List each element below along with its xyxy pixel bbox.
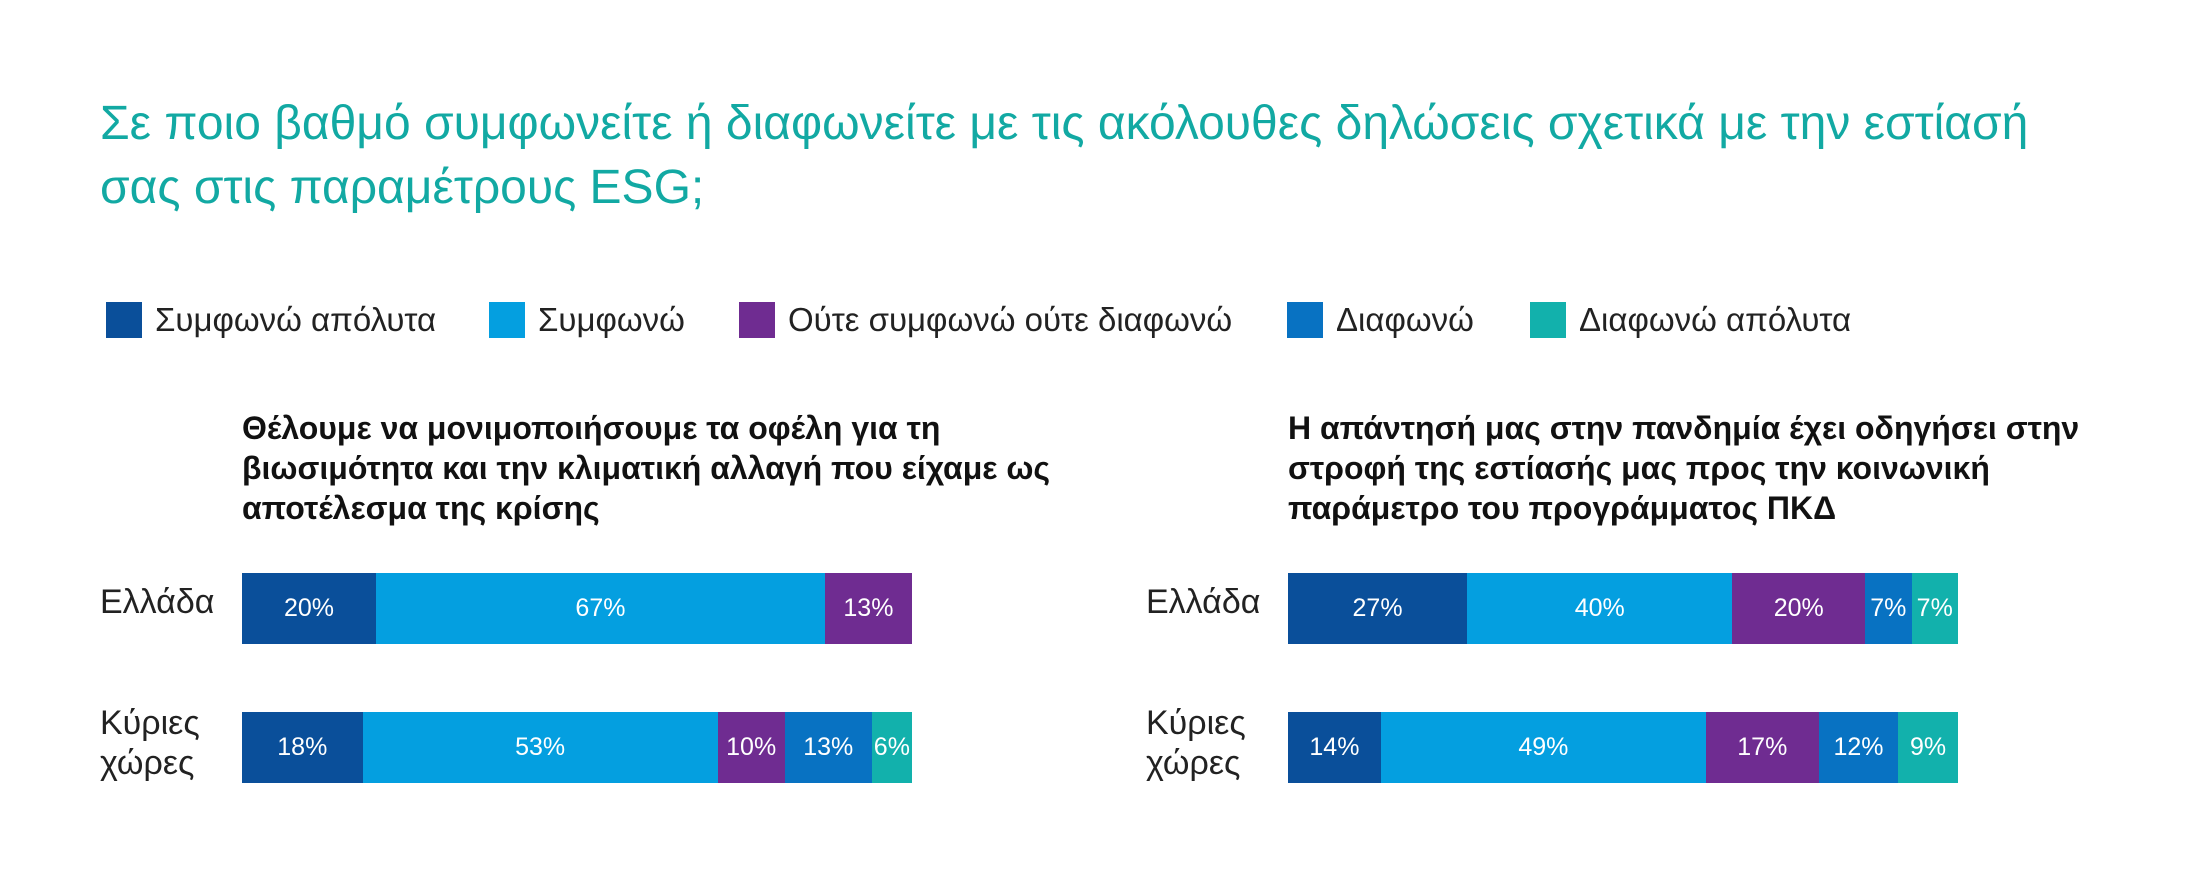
seg-neutral: 17%: [1705, 712, 1819, 783]
seg-strongly-agree: 27%: [1288, 573, 1468, 644]
legend-item-neutral: Ούτε συμφωνώ ούτε διαφωνώ: [739, 295, 1232, 345]
stacked-bar: 20% 67% 13%: [242, 573, 912, 644]
seg-strongly-disagree: 6%: [871, 712, 912, 783]
legend-item-strongly-agree: Συμφωνώ απόλυτα: [106, 295, 436, 345]
legend-label: Συμφωνώ απόλυτα: [155, 301, 437, 338]
category-label: Ελλάδα: [100, 583, 215, 621]
legend-swatch: [739, 302, 775, 338]
seg-neutral: 13%: [824, 573, 912, 644]
stacked-bar: 27% 40% 20% 7% 7%: [1288, 573, 1958, 644]
legend-label: Διαφωνώ απόλυτα: [1579, 301, 1852, 338]
legend-swatch: [1530, 302, 1566, 338]
seg-agree: 53%: [362, 712, 718, 783]
seg-agree: 40%: [1467, 573, 1733, 644]
chart-panel-right: Η απάντησή μας στην πανδημία έχει οδηγήσ…: [1146, 400, 2146, 820]
legend-label: Ούτε συμφωνώ ούτε διαφωνώ: [788, 301, 1233, 338]
seg-agree: 67%: [376, 573, 825, 644]
seg-disagree: 12%: [1818, 712, 1899, 783]
seg-strongly-agree: 20%: [242, 573, 376, 644]
legend-label: Διαφωνώ: [1336, 301, 1474, 338]
chart-title: Η απάντησή μας στην πανδημία έχει οδηγήσ…: [1288, 410, 2080, 526]
seg-disagree: 7%: [1865, 573, 1912, 644]
legend: Συμφωνώ απόλυτα Συμφωνώ Ούτε συμφωνώ ούτ…: [0, 295, 2190, 345]
seg-neutral: 10%: [717, 712, 785, 783]
category-label: Ελλάδα: [1146, 583, 1261, 621]
chart-title: Θέλουμε να μονιμοποιήσουμε τα οφέλη για …: [242, 410, 1051, 526]
legend-swatch: [489, 302, 525, 338]
legend-item-strongly-disagree: Διαφωνώ απόλυτα: [1530, 295, 1851, 345]
seg-strongly-agree: 18%: [242, 712, 363, 783]
seg-neutral: 20%: [1732, 573, 1866, 644]
stacked-bar: 18% 53% 10% 13% 6%: [242, 712, 912, 783]
category-label: Κύριες χώρες: [100, 704, 200, 782]
legend-label: Συμφωνώ: [538, 301, 685, 338]
legend-swatch: [1287, 302, 1323, 338]
chart-panel-left: Θέλουμε να μονιμοποιήσουμε τα οφέλη για …: [100, 400, 1100, 820]
legend-swatch: [106, 302, 142, 338]
seg-strongly-disagree: 9%: [1898, 712, 1958, 783]
seg-strongly-disagree: 7%: [1911, 573, 1958, 644]
seg-disagree: 13%: [784, 712, 872, 783]
legend-item-agree: Συμφωνώ: [489, 295, 685, 345]
stacked-bar: 14% 49% 17% 12% 9%: [1288, 712, 1958, 783]
seg-agree: 49%: [1380, 712, 1706, 783]
legend-item-disagree: Διαφωνώ: [1287, 295, 1474, 345]
category-label: Κύριες χώρες: [1146, 704, 1246, 782]
page-title: Σε ποιο βαθμό συμφωνείτε ή διαφωνείτε με…: [100, 97, 2029, 214]
seg-strongly-agree: 14%: [1288, 712, 1381, 783]
